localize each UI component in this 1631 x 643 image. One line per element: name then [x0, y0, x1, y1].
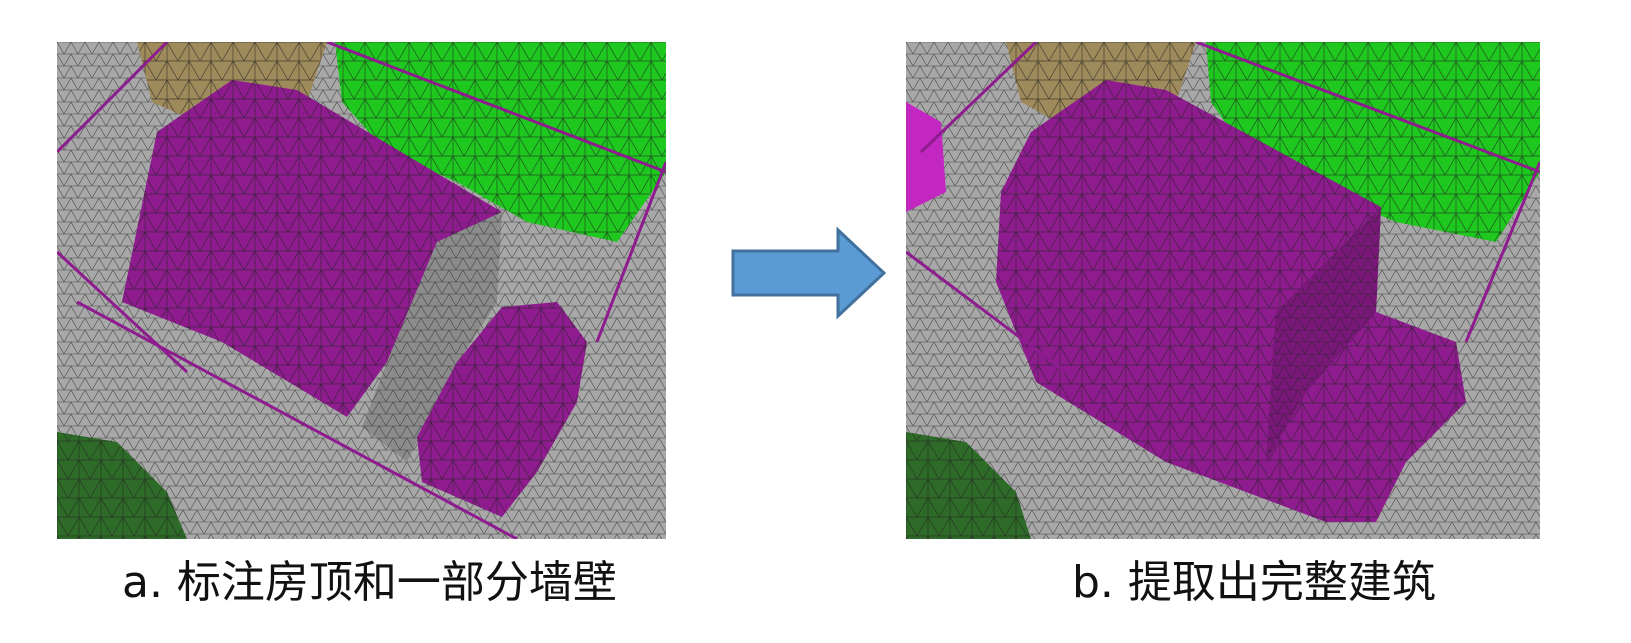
- mesh-scene-b: [906, 42, 1540, 539]
- mesh-scene-a: [57, 42, 666, 539]
- purple-fragment: [906, 102, 946, 212]
- panel-b-image: [906, 42, 1540, 539]
- annotation-lines: [57, 42, 666, 539]
- right-arrow-icon: [731, 226, 887, 320]
- panel-a-image: [57, 42, 666, 539]
- caption-a: a. 标注房顶和一部分墙壁: [122, 557, 617, 608]
- caption-b: b. 提取出完整建筑: [1072, 557, 1436, 608]
- annotation-lines: [906, 42, 1540, 374]
